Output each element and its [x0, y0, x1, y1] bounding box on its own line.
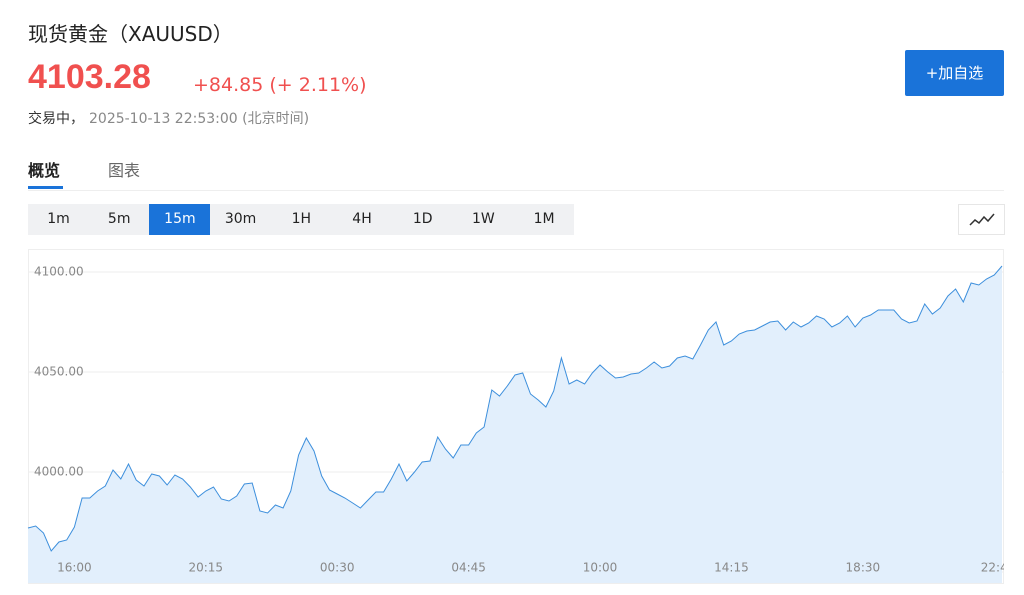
change-value: +84.85: [193, 74, 264, 96]
tab[interactable]: 概览: [28, 161, 61, 180]
timestamp: 2025-10-13 22:53:00 (北京时间): [89, 111, 310, 127]
timeframe-button[interactable]: 1D: [412, 211, 433, 227]
timeframe-button[interactable]: 1M: [533, 211, 555, 227]
tab[interactable]: 图表: [108, 161, 141, 180]
y-tick-label: 4100.00: [34, 265, 84, 279]
change: +84.85 (+ 2.11%): [193, 74, 367, 96]
title: 现货黄金（XAUUSD）: [28, 22, 233, 46]
y-tick-label: 4000.00: [34, 465, 84, 479]
y-tick-label: 4050.00: [34, 365, 84, 379]
x-tick-label: 20:15: [188, 561, 223, 575]
timeframe-button[interactable]: 4H: [352, 211, 372, 227]
change-pct: (+ 2.11%): [269, 74, 367, 96]
timeframe-button[interactable]: 5m: [107, 211, 131, 227]
icon: [969, 213, 995, 226]
price: 4103.28: [28, 58, 151, 96]
timeframe-button[interactable]: 1m: [47, 211, 70, 227]
watch-button[interactable]: +加自选: [905, 50, 1004, 96]
timeframe-button[interactable]: 30m: [224, 211, 257, 227]
status: 交易中，: [28, 111, 84, 127]
chart: 3950.004000.004050.004100.0016:0020:1500…: [27, 249, 1004, 584]
chart-style-button[interactable]: [958, 204, 1005, 235]
x-tick-label: 22:4: [981, 561, 1004, 575]
x-tick-label: 18:30: [846, 561, 881, 575]
x-tick-label: 16:00: [57, 561, 92, 575]
x-tick-label: 14:15: [714, 561, 749, 575]
x-tick-label: 10:00: [583, 561, 618, 575]
x-tick-label: 00:30: [320, 561, 355, 575]
timeframe-button[interactable]: 1H: [291, 211, 312, 227]
area: [28, 266, 1002, 583]
timeframe-button[interactable]: 1W: [472, 211, 495, 227]
line: [27, 265, 1003, 552]
divider: [28, 190, 1004, 191]
tab-indicator: [28, 186, 63, 189]
timeframe-bar: 1m 5m 15m 30m 1H 4H 1D 1W 1M: [28, 204, 574, 235]
timeframe-button[interactable]: 15m: [149, 204, 211, 235]
x-tick-label: 04:45: [451, 561, 486, 575]
